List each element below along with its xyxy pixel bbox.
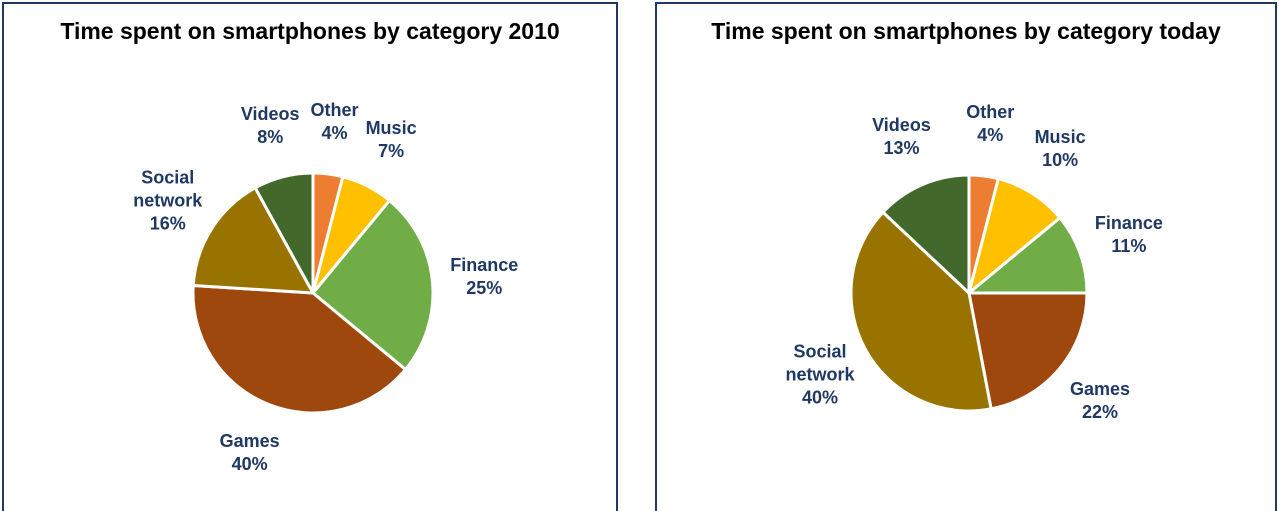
category-label: Videos [240, 104, 300, 125]
pie-slice [880, 173, 971, 297]
category-label: Games [219, 430, 280, 451]
slice-label: Social network 16% [113, 166, 223, 235]
slice-label: Finance 25% [429, 254, 539, 300]
pie-slice [191, 185, 316, 295]
value-label: 22% [1081, 402, 1118, 423]
value-label: 4% [321, 123, 348, 144]
chart-title: Time spent on smartphones by category 20… [60, 18, 559, 44]
pie-slice [964, 215, 1089, 295]
category-label: Other [310, 100, 359, 121]
category-label: Music [365, 117, 417, 138]
slice-label: Videos 13% [846, 114, 956, 160]
value-label: 10% [1042, 150, 1079, 171]
panel-border [655, 2, 1277, 511]
value-label: 40% [802, 387, 839, 408]
slice-label: Games 22% [1045, 378, 1155, 424]
slice-label: Music 7% [336, 117, 446, 163]
category-label: Social network [133, 167, 203, 211]
category-label: Games [1069, 379, 1130, 400]
pie-slice [310, 198, 435, 372]
slice-label: Social network 40% [765, 340, 875, 409]
category-label: Other [966, 102, 1015, 123]
category-label: Finance [1094, 213, 1163, 234]
category-label: Social network [785, 341, 855, 385]
panel-border [2, 2, 618, 511]
slice-label: Music 10% [1005, 126, 1115, 172]
slice-label: Games 40% [195, 430, 305, 476]
value-label: 8% [257, 127, 284, 148]
pie-slice [849, 210, 993, 413]
value-label: 4% [977, 125, 1004, 146]
slice-label: Finance 11% [1074, 212, 1184, 258]
slice-label: Other 4% [280, 99, 390, 145]
pie-slice [253, 171, 315, 294]
category-label: Music [1034, 127, 1086, 148]
pie-slice [967, 291, 1089, 411]
value-label: 25% [466, 277, 503, 298]
value-label: 40% [231, 453, 268, 474]
chart-title: Time spent on smartphones by category to… [711, 18, 1221, 44]
category-label: Videos [872, 114, 931, 135]
category-label: Finance [450, 254, 519, 275]
pie-slice [191, 283, 408, 415]
value-label: 7% [378, 140, 405, 161]
slice-label: Videos 8% [215, 103, 325, 149]
value-label: 16% [149, 213, 186, 234]
value-label: 13% [883, 137, 920, 158]
value-label: 11% [1111, 236, 1147, 257]
slice-label: Other 4% [935, 101, 1045, 147]
